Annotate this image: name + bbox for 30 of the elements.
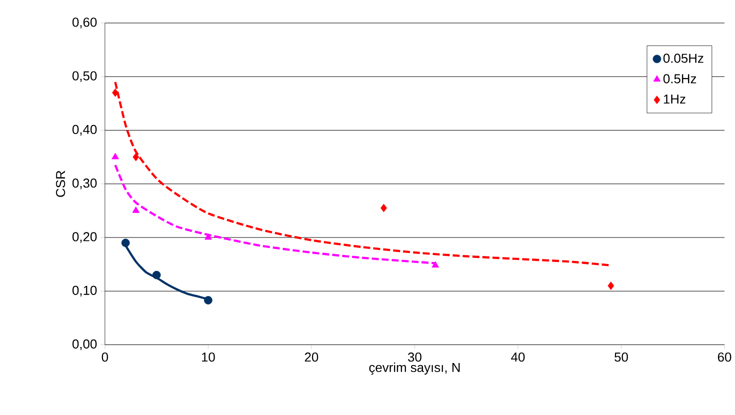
y-tick-label: 0,20 bbox=[72, 232, 97, 243]
x-tick-label: 20 bbox=[304, 352, 318, 362]
legend-label: 1Hz bbox=[664, 94, 686, 104]
point bbox=[204, 296, 212, 305]
y-axis-title: CSR bbox=[56, 170, 66, 198]
point bbox=[132, 153, 140, 162]
point bbox=[112, 88, 118, 98]
y-tick-label: 0,40 bbox=[72, 125, 97, 136]
x-tick-label: 30 bbox=[408, 352, 422, 362]
y-tick-label: 0,30 bbox=[72, 178, 97, 190]
x-tick-label: 40 bbox=[511, 352, 525, 362]
x-tick-label: 10 bbox=[202, 352, 215, 362]
y-tick-label: 0,60 bbox=[72, 18, 97, 28]
y-tick-label: 0,10 bbox=[72, 286, 97, 297]
x-axis-title: çevrim sayısı, N bbox=[369, 362, 460, 375]
y-tick-label: 0,00 bbox=[72, 340, 97, 350]
x-tick-label: 60 bbox=[718, 352, 732, 362]
point bbox=[152, 270, 161, 280]
x-tick-label: 50 bbox=[614, 352, 628, 362]
point bbox=[132, 206, 140, 214]
point bbox=[432, 261, 440, 268]
point bbox=[112, 153, 119, 160]
point bbox=[121, 238, 130, 248]
point bbox=[204, 233, 212, 240]
point bbox=[380, 204, 387, 212]
x-tick-label: 0 bbox=[102, 352, 108, 362]
point bbox=[608, 282, 614, 290]
legend-label: 0.5Hz bbox=[663, 74, 696, 84]
y-tick-label: 0,50 bbox=[72, 71, 97, 82]
legend-label: 0.05Hz bbox=[663, 54, 704, 63]
